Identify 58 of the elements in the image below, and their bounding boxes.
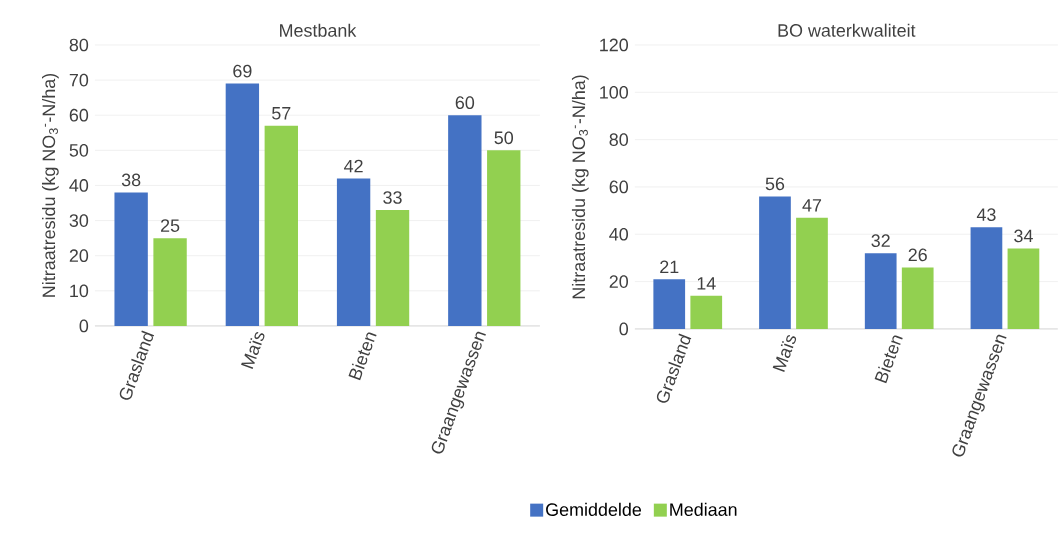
- data-label: 26: [908, 248, 927, 262]
- y-tick-label: 0: [79, 319, 89, 333]
- y-tick-label: 100: [600, 86, 629, 99]
- y-tick-label: 30: [69, 214, 89, 227]
- y-tick-label: 70: [69, 73, 89, 87]
- bar: [653, 279, 686, 329]
- data-label: 21: [660, 260, 679, 274]
- bar: [796, 217, 828, 329]
- y-tick-label: 80: [609, 133, 629, 147]
- data-label: 32: [871, 234, 890, 248]
- y-tick-label: 20: [609, 275, 629, 288]
- bar: [864, 253, 897, 329]
- data-label: 60: [455, 96, 475, 110]
- bar: [153, 238, 187, 326]
- data-label: 14: [697, 277, 716, 290]
- y-tick-label: 60: [609, 180, 629, 194]
- data-label: 34: [1014, 229, 1033, 243]
- data-label: 43: [976, 208, 996, 222]
- bar: [1007, 248, 1040, 329]
- y-axis-title: Nitraatresidu (kg NO$_{3}$$^{-}$-N/ha): [571, 75, 589, 299]
- data-label: 56: [765, 177, 785, 191]
- bar: [901, 267, 934, 329]
- data-label: 50: [494, 131, 514, 145]
- bar: [759, 196, 791, 329]
- chart-title: BO waterkwaliteit: [778, 23, 916, 37]
- legend-label: Mediaan: [670, 502, 737, 517]
- y-tick-label: 120: [600, 38, 629, 52]
- bar: [114, 192, 148, 326]
- bar: [264, 125, 298, 326]
- bar: [448, 115, 482, 326]
- y-tick-label: 80: [69, 38, 89, 52]
- data-label: 25: [161, 219, 180, 232]
- y-tick-label: 50: [69, 144, 89, 157]
- bar: [225, 83, 260, 326]
- bar: [487, 150, 521, 326]
- data-label: 47: [802, 199, 822, 212]
- x-tick-label: Bieten: [348, 332, 377, 381]
- data-label: 42: [344, 159, 363, 173]
- x-tick-label: Maïs: [772, 335, 797, 372]
- y-tick-label: 40: [609, 227, 629, 241]
- chart-title: Mestbank: [280, 23, 357, 37]
- y-tick-label: 60: [69, 108, 89, 122]
- y-axis-title: Nitraatresidu (kg NO$_{3}$$^{-}$-N/ha): [42, 73, 59, 297]
- bar: [336, 178, 371, 326]
- bar: [970, 227, 1003, 329]
- y-tick-label: 0: [619, 322, 629, 336]
- data-label: 57: [272, 107, 291, 120]
- y-tick-label: 40: [69, 179, 89, 192]
- x-tick-label: Bieten: [874, 335, 903, 384]
- x-tick-label: Maïs: [241, 332, 265, 369]
- y-tick-label: 10: [70, 284, 89, 298]
- y-tick-label: 20: [69, 249, 89, 263]
- bar: [375, 210, 410, 326]
- bar: [690, 295, 723, 329]
- legend-label: Gemiddelde: [546, 502, 642, 517]
- data-label: 69: [233, 64, 252, 78]
- data-label: 38: [121, 173, 141, 187]
- data-label: 33: [383, 191, 402, 204]
